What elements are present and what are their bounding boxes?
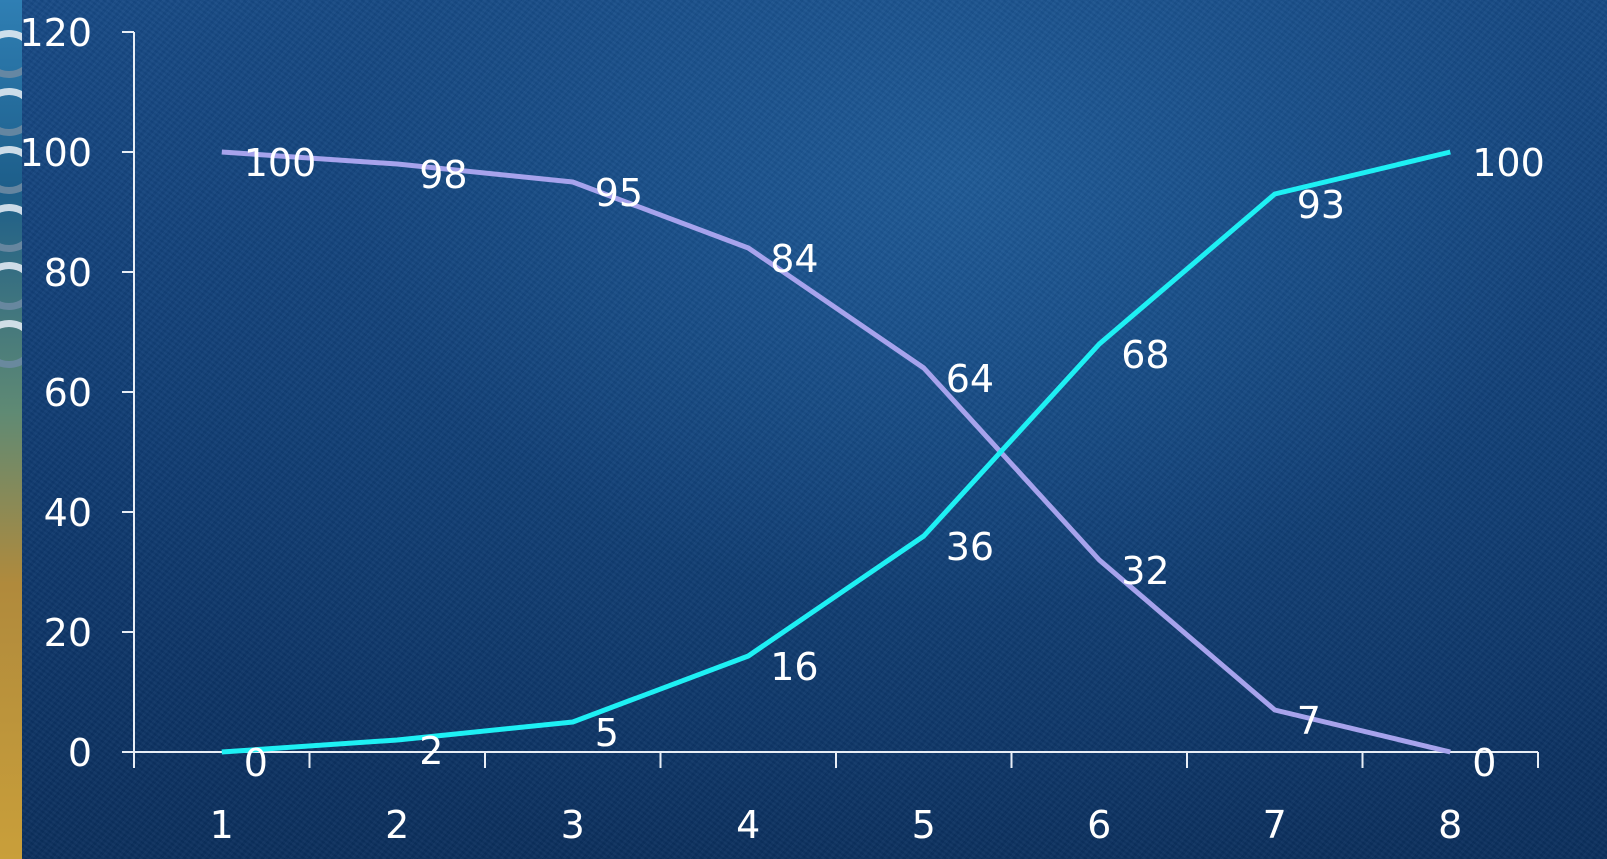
data-label: 2 bbox=[419, 729, 443, 773]
x-tick-label: 1 bbox=[210, 803, 234, 847]
data-labels: 100 98 95 84 64 32 7 0 0 2 5 16 36 68 93 100 bbox=[244, 141, 1545, 785]
x-tick-label: 4 bbox=[736, 803, 760, 847]
data-label: 32 bbox=[1121, 549, 1169, 593]
y-tick-label: 80 bbox=[44, 251, 92, 295]
series-line-1 bbox=[221, 149, 1451, 755]
data-label: 93 bbox=[1297, 183, 1345, 227]
data-label: 5 bbox=[595, 711, 619, 755]
x-tick-label: 5 bbox=[912, 803, 936, 847]
data-label: 36 bbox=[946, 525, 994, 569]
y-tick-label: 120 bbox=[19, 11, 92, 55]
data-label: 16 bbox=[770, 645, 818, 689]
data-label: 64 bbox=[946, 357, 994, 401]
x-tick-label: 2 bbox=[385, 803, 409, 847]
data-label: 84 bbox=[770, 237, 818, 281]
y-tick-label: 40 bbox=[44, 491, 92, 535]
data-label: 0 bbox=[1472, 741, 1496, 785]
y-tick-label: 60 bbox=[44, 371, 92, 415]
data-label: 68 bbox=[1121, 333, 1169, 377]
data-label: 0 bbox=[244, 741, 268, 785]
data-label: 95 bbox=[595, 171, 643, 215]
y-axis-tick-labels: 0 20 40 60 80 100 120 bbox=[19, 11, 92, 775]
y-tick-label: 20 bbox=[44, 611, 92, 655]
chart-axes bbox=[122, 31, 1539, 768]
decorative-coil-image bbox=[0, 0, 22, 859]
y-tick-label: 0 bbox=[68, 731, 92, 775]
data-label: 100 bbox=[244, 141, 317, 185]
data-label: 7 bbox=[1297, 699, 1321, 743]
y-tick-label: 100 bbox=[19, 131, 92, 175]
x-tick-label: 8 bbox=[1438, 803, 1462, 847]
series-line-0 bbox=[221, 149, 1451, 755]
data-label: 100 bbox=[1472, 141, 1545, 185]
series-lines bbox=[221, 149, 1451, 755]
x-tick-label: 7 bbox=[1263, 803, 1287, 847]
data-label: 98 bbox=[419, 153, 467, 197]
x-axis-tick-labels: 1 2 3 4 5 6 7 8 bbox=[210, 803, 1463, 847]
x-tick-label: 6 bbox=[1087, 803, 1111, 847]
x-tick-label: 3 bbox=[561, 803, 585, 847]
